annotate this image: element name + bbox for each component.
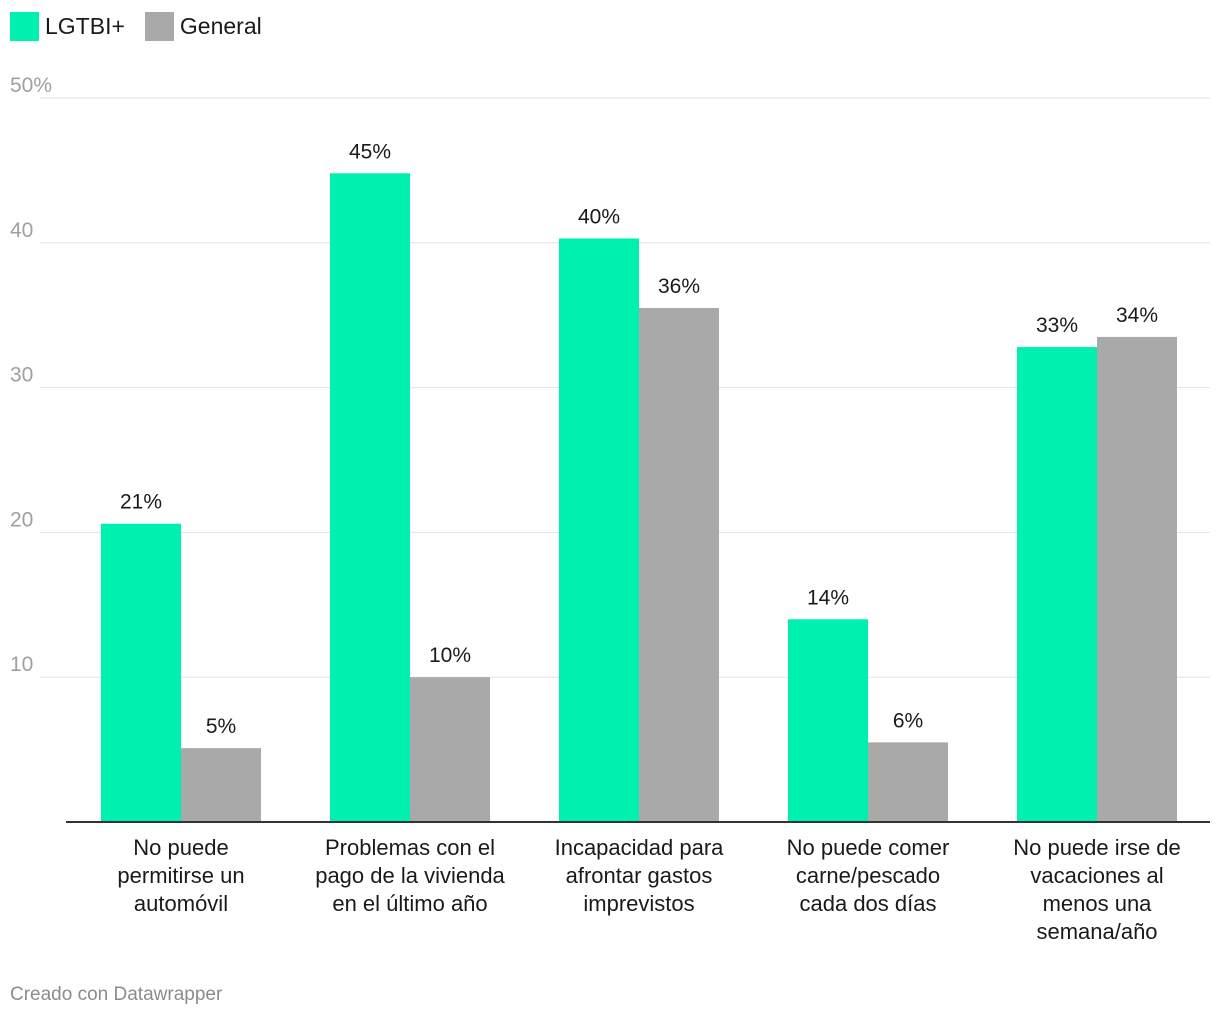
x-category-label-1: Problemas con el pago de la vivienda en el… — [315, 835, 505, 916]
legend-swatch-general — [144, 12, 174, 41]
bar-general-3[interactable] — [868, 742, 948, 822]
y-tick-label: 40 — [10, 219, 33, 242]
x-category-line: Problemas con el — [325, 835, 495, 860]
y-tick-label: 20 — [10, 508, 33, 531]
x-category-label-3: No puede comer carne/pescado cada dos días — [787, 835, 950, 916]
x-category-label-4: No puede irse de vacaciones al menos una se… — [1013, 835, 1181, 944]
x-category-line: vacaciones al — [1030, 863, 1163, 888]
legend-item-lgtbi[interactable]: LGTBI+ — [10, 12, 125, 41]
legend-swatch-lgtbi — [10, 12, 39, 41]
bar-lgtbi-0[interactable] — [101, 523, 181, 822]
legend-item-general[interactable]: General — [144, 12, 262, 41]
data-label-general-2: 36% — [658, 275, 700, 298]
bar-lgtbi-1[interactable] — [330, 173, 410, 822]
bar-general-4[interactable] — [1097, 336, 1177, 822]
legend: LGTBI+ General — [10, 12, 282, 41]
data-label-lgtbi-0: 21% — [120, 491, 162, 514]
data-label-lgtbi-3: 14% — [807, 586, 849, 609]
x-category-line: afrontar gastos — [566, 863, 713, 888]
bar-lgtbi-2[interactable] — [559, 238, 639, 822]
x-category-line: Incapacidad para — [555, 835, 725, 860]
x-category-line: cada dos días — [800, 891, 937, 916]
y-axis-ticks: 10 20 30 40 50% — [10, 74, 52, 676]
data-label-general-1: 10% — [429, 644, 471, 667]
x-axis-categories: No puede permitirse un automóvil Problemas … — [117, 835, 1180, 944]
x-category-line: menos una — [1043, 891, 1153, 916]
x-category-line: No puede — [133, 835, 228, 860]
y-tick-label: 30 — [10, 364, 33, 387]
data-label-general-0: 5% — [206, 715, 236, 738]
bar-general-2[interactable] — [639, 307, 719, 823]
legend-label-lgtbi: LGTBI+ — [45, 13, 125, 39]
bars — [101, 173, 1177, 823]
bar-chart: 10 20 30 40 50% 21% 5% 45% 10% 40% 36% 14% 6% 33% 34%… — [10, 74, 1210, 944]
legend-label-general: General — [179, 13, 262, 39]
data-label-lgtbi-4: 33% — [1036, 314, 1078, 337]
x-category-label-2: Incapacidad para afrontar gastos imprevist… — [555, 835, 725, 916]
x-category-line: carne/pescado — [796, 863, 940, 888]
bar-general-0[interactable] — [181, 748, 261, 822]
x-category-line: pago de la vivienda — [315, 863, 505, 888]
data-label-general-3: 6% — [893, 709, 923, 732]
bar-general-1[interactable] — [410, 677, 490, 822]
bar-lgtbi-3[interactable] — [788, 619, 868, 822]
x-category-line: automóvil — [134, 891, 228, 916]
data-label-lgtbi-2: 40% — [578, 205, 620, 228]
x-category-line: No puede comer — [787, 835, 950, 860]
x-category-line: semana/año — [1036, 919, 1157, 944]
x-category-label-0: No puede permitirse un automóvil — [117, 835, 244, 916]
data-label-general-4: 34% — [1116, 304, 1158, 327]
data-labels: 21% 5% 45% 10% 40% 36% 14% 6% 33% 34% — [120, 140, 1158, 738]
footer-credit[interactable]: Creado con Datawrapper — [10, 984, 223, 1005]
x-category-line: en el último año — [332, 891, 487, 916]
y-tick-label: 10 — [10, 653, 33, 676]
bar-lgtbi-4[interactable] — [1017, 347, 1097, 822]
data-label-lgtbi-1: 45% — [349, 140, 391, 163]
x-category-line: imprevistos — [583, 891, 694, 916]
x-category-line: permitirse un — [117, 863, 244, 888]
y-tick-label: 50% — [10, 74, 52, 97]
x-category-line: No puede irse de — [1013, 835, 1181, 860]
